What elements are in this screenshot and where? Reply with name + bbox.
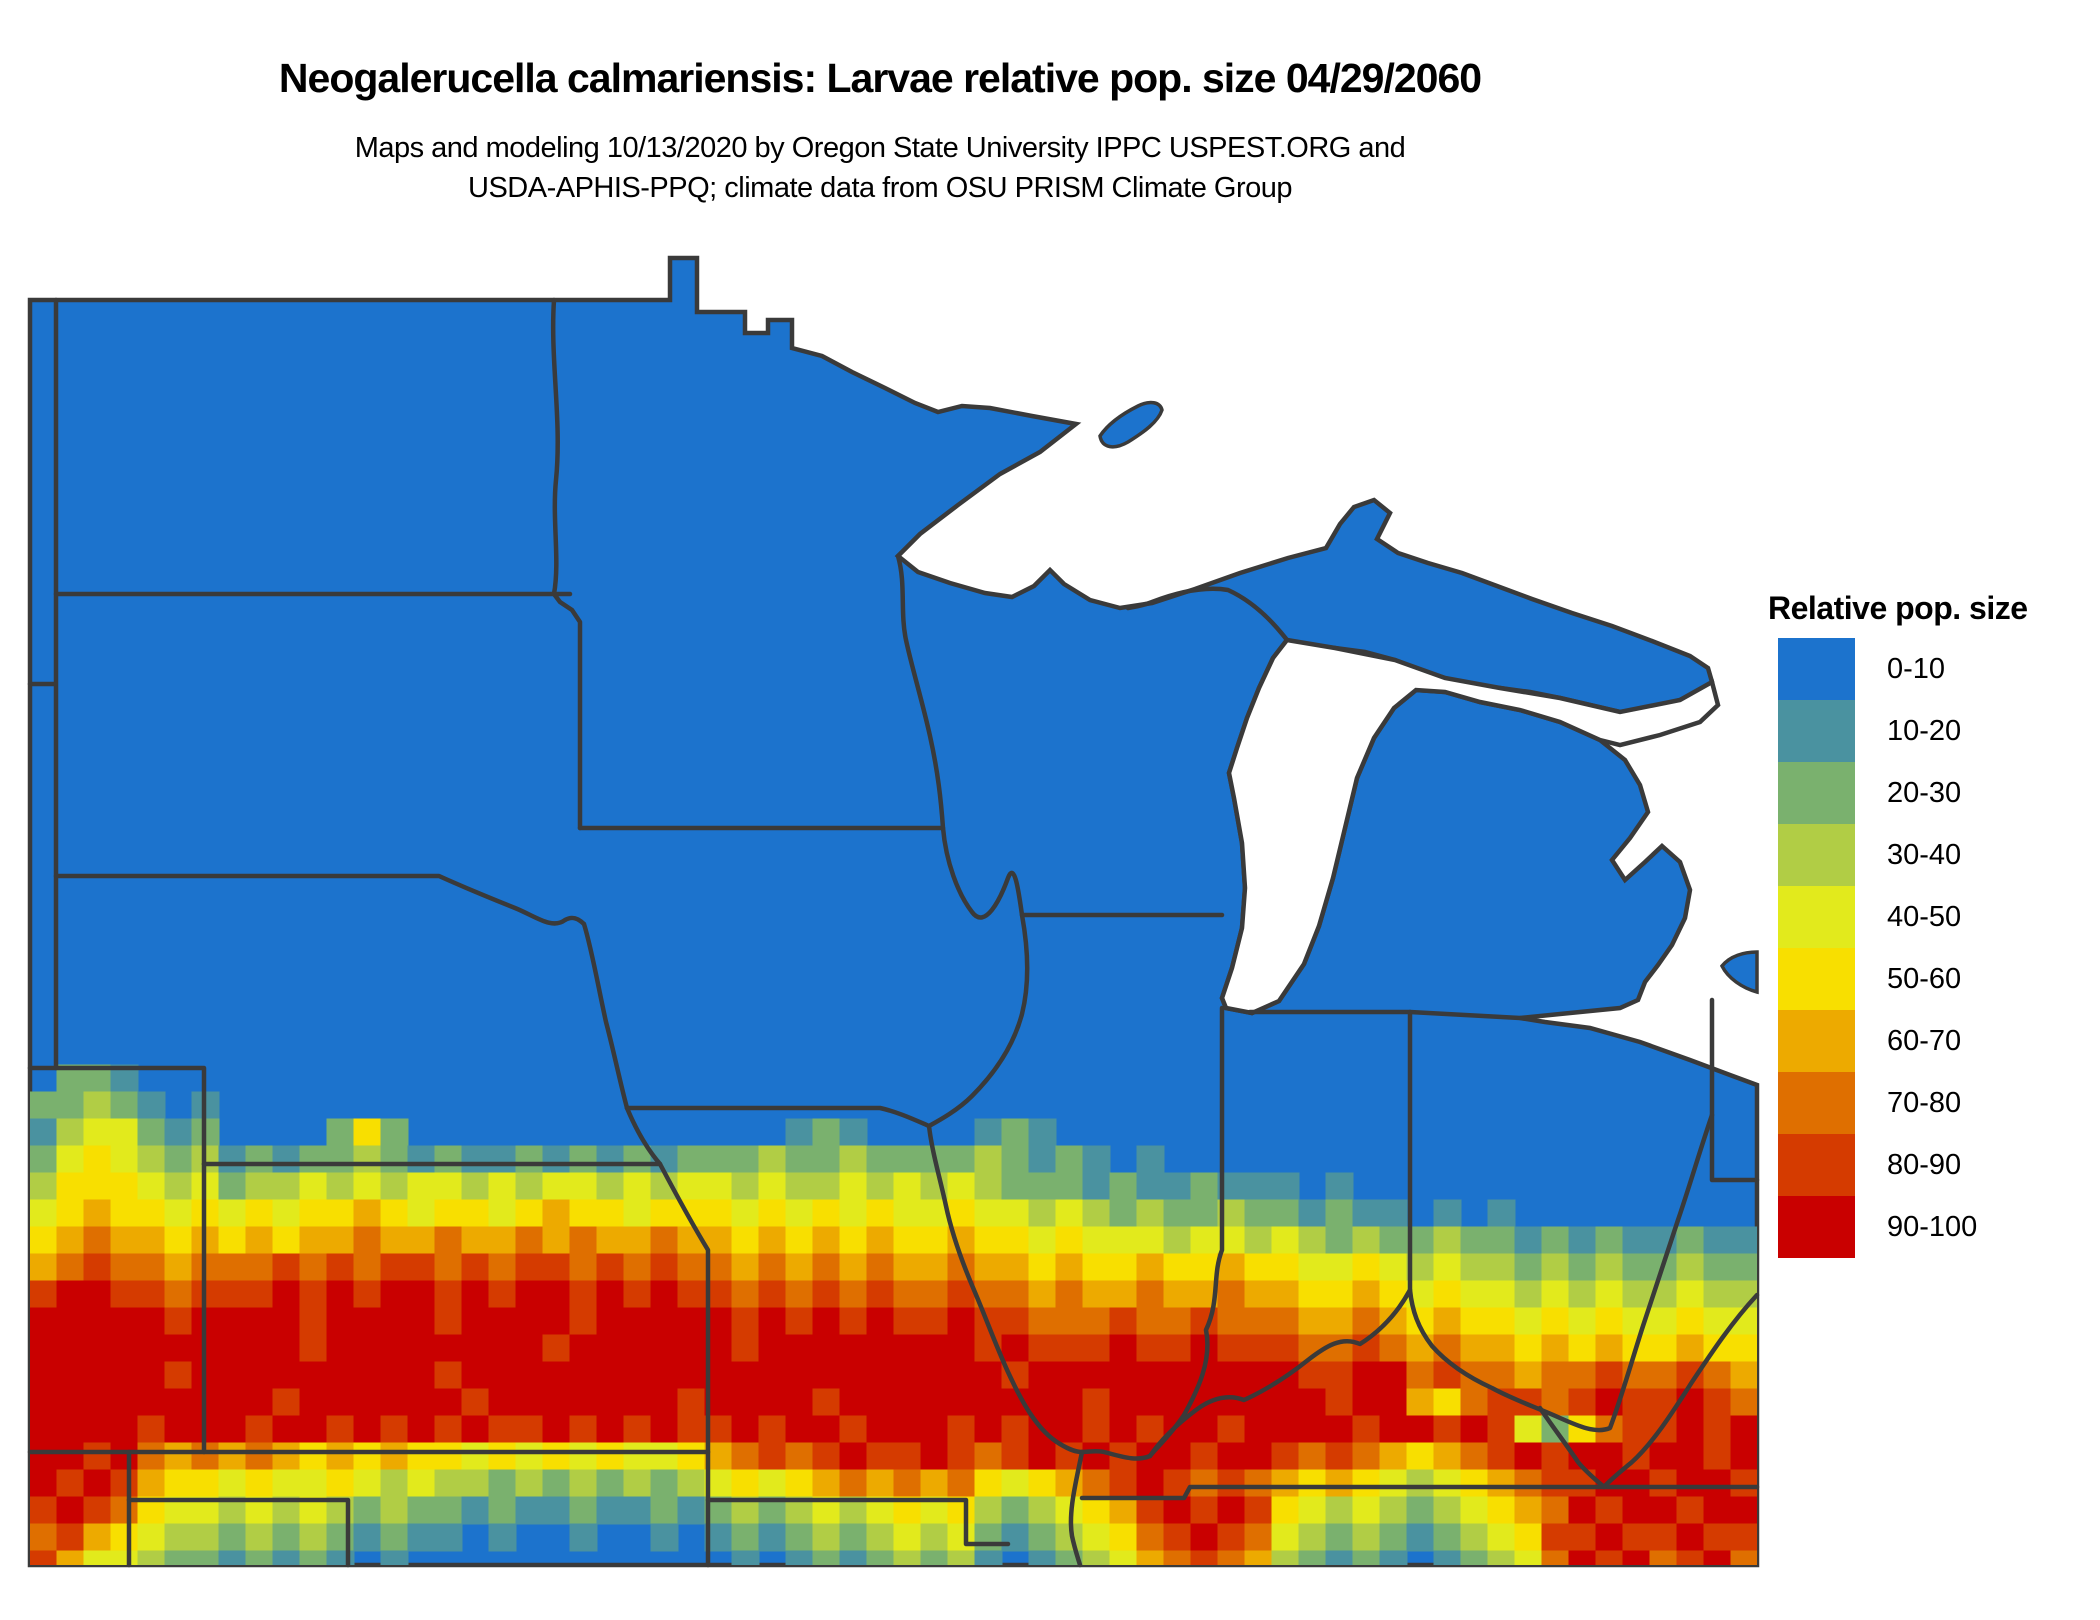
- legend-label: 40-50: [1887, 900, 1962, 933]
- border-oh-pa: [1709, 997, 1760, 1183]
- border-co-ne: [27, 1065, 207, 1167]
- legend-label: 90-100: [1887, 1210, 1978, 1243]
- legend-label: 50-60: [1887, 962, 1962, 995]
- subtitle-line-2: USDA-APHIS-PPQ; climate data from OSU PR…: [468, 172, 1293, 204]
- legend-label: 10-20: [1887, 714, 1962, 747]
- legend-row: 20-30: [1778, 762, 2098, 824]
- legend-swatch-20-30: [1778, 762, 1855, 824]
- legend-row: 80-90: [1778, 1134, 2098, 1196]
- lake-michigan: [1219, 637, 1721, 1016]
- legend-row: 60-70: [1778, 1010, 2098, 1072]
- border-ia-mo: [624, 1105, 932, 1129]
- legend-swatch-60-70: [1778, 1010, 1855, 1072]
- lake-erie-point-sliver: [1719, 950, 1759, 995]
- legend-label: 20-30: [1887, 776, 1962, 809]
- legend-label: 60-70: [1887, 1024, 1962, 1057]
- legend: Relative pop. size 0-10 10-20 20-30 30-4…: [1768, 590, 2098, 1258]
- legend-label: 70-80: [1887, 1086, 1962, 1119]
- legend-row: 90-100: [1778, 1196, 2098, 1258]
- subtitle-line-1: Maps and modeling 10/13/2020 by Oregon S…: [354, 132, 1406, 164]
- title-block: Neogalerucella calmariensis: Larvae rela…: [0, 0, 1760, 208]
- state-borders: [27, 297, 1760, 1568]
- legend-swatch-70-80: [1778, 1072, 1855, 1134]
- legend-title: Relative pop. size: [1768, 590, 2028, 626]
- legend-label: 0-10: [1887, 652, 1946, 685]
- legend-row: 0-10: [1778, 638, 2098, 700]
- legend-swatch-10-20: [1778, 700, 1855, 762]
- border-ky-va-big-sandy: [1537, 1405, 1607, 1490]
- legend-row: 50-60: [1778, 948, 2098, 1010]
- legend-swatch-50-60: [1778, 948, 1855, 1010]
- legend-row: 40-50: [1778, 886, 2098, 948]
- border-mt-wy-nd-sd: [27, 297, 59, 1071]
- legend-swatch-80-90: [1778, 1134, 1855, 1196]
- border-ok-panhandle-tx: [126, 1497, 351, 1568]
- isle-royale-island: [1098, 400, 1164, 449]
- legend-swatch-40-50: [1778, 886, 1855, 948]
- legend-swatch-90-100: [1778, 1196, 1855, 1258]
- legend-swatch-0-10: [1778, 638, 1855, 700]
- border-mo-ar-bootheel: [705, 1497, 1011, 1547]
- legend-label: 80-90: [1887, 1148, 1962, 1181]
- legend-row: 30-40: [1778, 824, 2098, 886]
- border-wv-va: [1601, 1292, 1760, 1490]
- border-ohio-river: [1079, 1112, 1715, 1461]
- border-sd-ne-missouri-river: [53, 873, 630, 1111]
- border-ky-tn: [1079, 1484, 1760, 1501]
- legend-swatch-30-40: [1778, 824, 1855, 886]
- border-mississippi-lower: [1068, 1449, 1085, 1568]
- border-wi-mi-up: [1125, 586, 1290, 643]
- legend-row: 10-20: [1778, 700, 2098, 762]
- legend-row: 70-80: [1778, 1072, 2098, 1134]
- border-mississippi-river: [895, 553, 1085, 1455]
- legend-label: 30-40: [1887, 838, 1962, 871]
- page-title: Neogalerucella calmariensis: Larvae rela…: [278, 55, 1482, 101]
- border-ks-mo: [624, 1105, 711, 1568]
- border-mn-west-red-river: [550, 297, 583, 831]
